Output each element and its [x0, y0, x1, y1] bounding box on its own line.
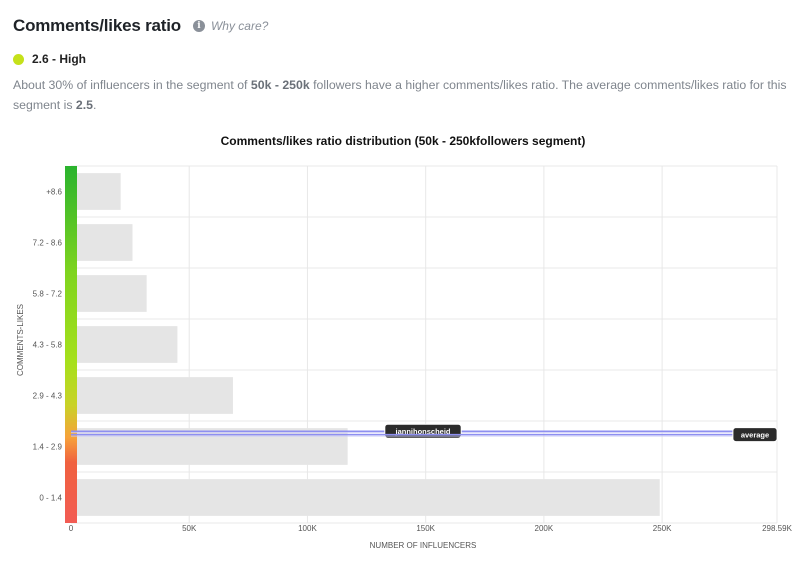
marker-label: jannihonscheid [394, 427, 450, 436]
chart-title: Comments/likes ratio distribution (50k -… [221, 134, 586, 148]
bar-4-3-5-8 [71, 326, 178, 363]
info-icon[interactable]: i [192, 20, 205, 32]
y-tick-label: +8.6 [46, 188, 62, 197]
x-axis-labels: 0 50K 100K 150K 200K 250K 298.59K [69, 524, 793, 533]
x-tick-label: 298.59K [762, 524, 792, 533]
y-axis-labels: +8.6 7.2 - 8.6 5.8 - 7.2 4.3 - 5.8 2.9 - 4.3… [33, 188, 63, 503]
status-label: 2.6 - High [32, 52, 87, 66]
x-tick-label: 0 [69, 524, 74, 533]
bar-1-4-2-9 [71, 428, 348, 465]
y-tick-label: 2.9 - 4.3 [33, 392, 63, 401]
bar-0-1-4 [71, 479, 660, 516]
chart-markers: jannihonscheid average [71, 423, 778, 443]
x-axis-title: NUMBER OF INFLUENCERS [370, 541, 477, 550]
x-tick-label: 200K [535, 524, 554, 533]
desc-part3: . [93, 98, 97, 112]
desc-part2: followers have a higher comments/likes r… [13, 78, 787, 112]
y-tick-label: 7.2 - 8.6 [33, 239, 63, 248]
desc-segment: 50k - 250k [250, 78, 310, 92]
bar-7-2-8-6 [71, 224, 133, 261]
x-tick-label: 100K [298, 524, 317, 533]
y-tick-label: 0 - 1.4 [39, 494, 62, 503]
x-tick-label: 50K [182, 524, 197, 533]
y-tick-label: 1.4 - 2.9 [33, 443, 63, 452]
bar-8-6 [71, 173, 121, 210]
desc-part1: About 30% of influencers in the segment … [13, 78, 251, 92]
y-tick-label: 5.8 - 7.2 [33, 290, 63, 299]
ratio-gradient-bar [65, 166, 77, 523]
y-axis-title: COMMENTS-LIKES [16, 304, 25, 376]
description-text: About 30% of influencers in the segment … [13, 75, 788, 115]
why-care-link[interactable]: Why care? [210, 19, 269, 33]
desc-average: 2.5 [75, 98, 93, 112]
section-title: Comments/likes ratio [13, 16, 181, 35]
x-tick-label: 250K [653, 524, 672, 533]
bar-5-8-7-2 [71, 275, 147, 312]
marker-badge-average[interactable] [732, 427, 778, 443]
x-tick-label: 150K [416, 524, 435, 533]
bar-2-9-4-3 [71, 377, 233, 414]
section-header: Comments/likes ratio i Why care? [13, 16, 268, 36]
chart-bars [71, 173, 660, 516]
marker-label: average [741, 431, 769, 440]
status-dot [13, 53, 24, 65]
y-tick-label: 4.3 - 5.8 [33, 341, 63, 350]
status-badge: 2.6 - High [13, 52, 86, 66]
